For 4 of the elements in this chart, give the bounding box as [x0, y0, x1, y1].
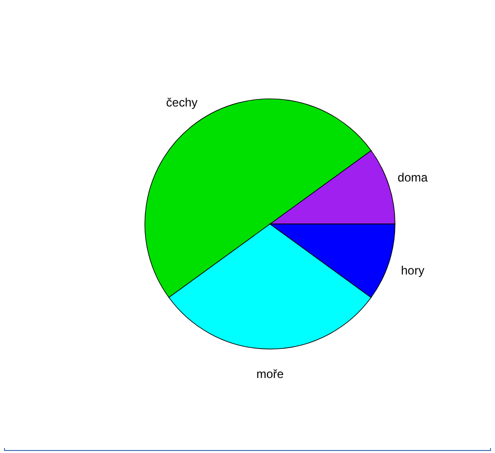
- slice-label: čechy: [166, 96, 198, 110]
- slice-label: doma: [398, 170, 428, 185]
- slice-label: hory: [400, 263, 424, 278]
- slice-label: moře: [256, 367, 284, 381]
